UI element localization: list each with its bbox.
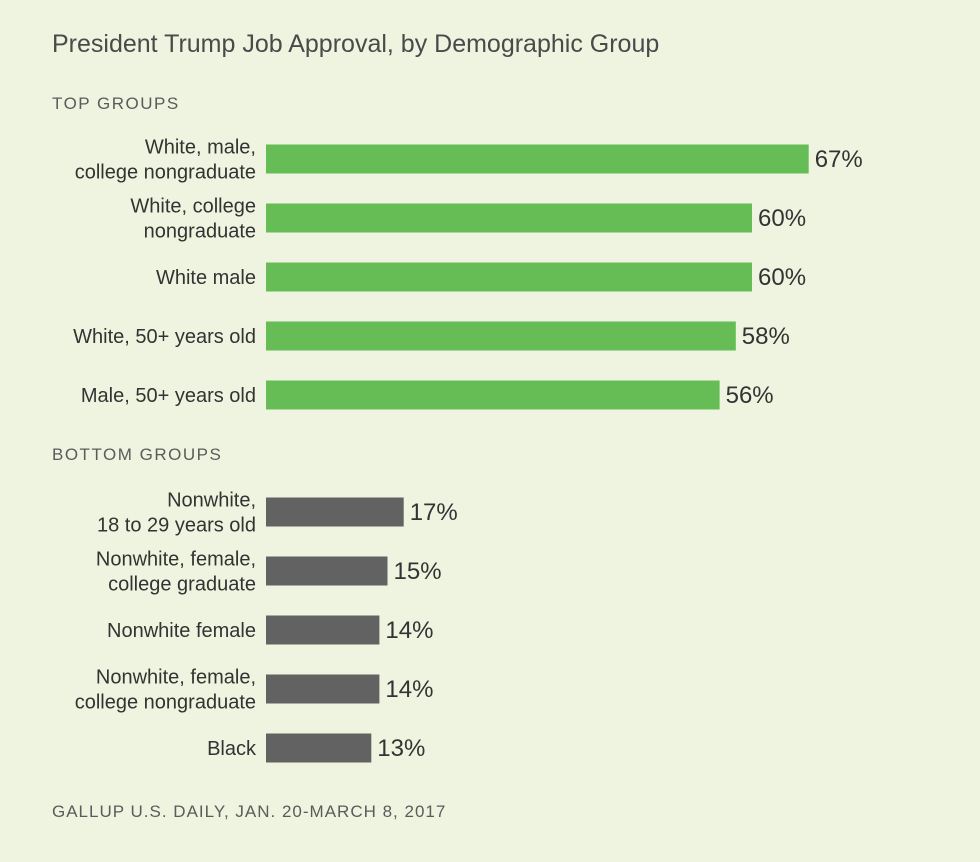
value-label-bottom-1: 17% bbox=[410, 499, 458, 526]
value-label-bottom-2: 15% bbox=[394, 558, 442, 585]
bar-top-2 bbox=[266, 203, 752, 233]
category-label-line: White male bbox=[156, 267, 256, 289]
category-label-top-2: White, college nongraduate bbox=[130, 196, 256, 243]
category-label-top-4: White, 50+ years old bbox=[73, 326, 256, 348]
bar-bottom-4 bbox=[266, 674, 380, 704]
source-note: GALLUP U.S. DAILY, JAN. 20-MARCH 8, 2017 bbox=[52, 802, 447, 821]
bar-bottom-1 bbox=[266, 497, 404, 527]
category-label-line: White, male, bbox=[145, 137, 256, 159]
category-label-line: Nonwhite, bbox=[167, 490, 256, 512]
category-label-top-3: White male bbox=[156, 267, 256, 289]
category-label-line: nongraduate bbox=[144, 221, 256, 243]
value-label-top-4: 58% bbox=[742, 323, 790, 350]
category-label-top-5: Male, 50+ years old bbox=[81, 385, 256, 407]
bar-group-bottom-groups: 17% Nonwhite, 18 to 29 years old 15% Nonwhit… bbox=[75, 490, 458, 763]
bar-bottom-2 bbox=[266, 556, 388, 586]
category-label-line: Black bbox=[207, 738, 257, 760]
category-label-line: 18 to 29 years old bbox=[97, 515, 256, 537]
category-label-bottom-1: Nonwhite, 18 to 29 years old bbox=[97, 490, 256, 537]
bar-top-3 bbox=[266, 262, 752, 292]
category-label-line: college nongraduate bbox=[75, 692, 256, 714]
category-label-bottom-4: Nonwhite, female, college nongraduate bbox=[75, 667, 256, 714]
bar-top-1 bbox=[266, 144, 809, 174]
category-label-line: Male, 50+ years old bbox=[81, 385, 256, 407]
category-label-line: college graduate bbox=[108, 574, 256, 596]
category-label-line: White, 50+ years old bbox=[73, 326, 256, 348]
chart-title: President Trump Job Approval, by Demogra… bbox=[52, 30, 660, 58]
category-label-line: White, college bbox=[130, 196, 256, 218]
category-label-bottom-5: Black bbox=[207, 738, 257, 760]
value-label-bottom-4: 14% bbox=[385, 676, 433, 703]
value-label-bottom-3: 14% bbox=[385, 617, 433, 644]
category-label-bottom-2: Nonwhite, female, college graduate bbox=[96, 549, 256, 596]
bar-bottom-5 bbox=[266, 733, 372, 763]
category-label-line: Nonwhite female bbox=[107, 620, 256, 642]
category-label-line: Nonwhite, female, bbox=[96, 549, 256, 571]
value-label-bottom-5: 13% bbox=[377, 735, 425, 762]
value-label-top-3: 60% bbox=[758, 264, 806, 291]
value-label-top-2: 60% bbox=[758, 205, 806, 232]
category-label-line: college nongraduate bbox=[75, 162, 256, 184]
value-label-top-1: 67% bbox=[815, 146, 863, 173]
bar-top-5 bbox=[266, 380, 720, 410]
bar-bottom-3 bbox=[266, 615, 380, 645]
bar-group-top-groups: 67% White, male, college nongraduate 60% Whi… bbox=[73, 137, 863, 410]
section-heading-bottom-groups: BOTTOM GROUPS bbox=[52, 445, 223, 464]
bar-top-4 bbox=[266, 321, 736, 351]
category-label-bottom-3: Nonwhite female bbox=[107, 620, 256, 642]
section-heading-top-groups: TOP GROUPS bbox=[52, 94, 180, 113]
value-label-top-5: 56% bbox=[726, 382, 774, 409]
category-label-top-1: White, male, college nongraduate bbox=[75, 137, 256, 184]
category-label-line: Nonwhite, female, bbox=[96, 667, 256, 689]
